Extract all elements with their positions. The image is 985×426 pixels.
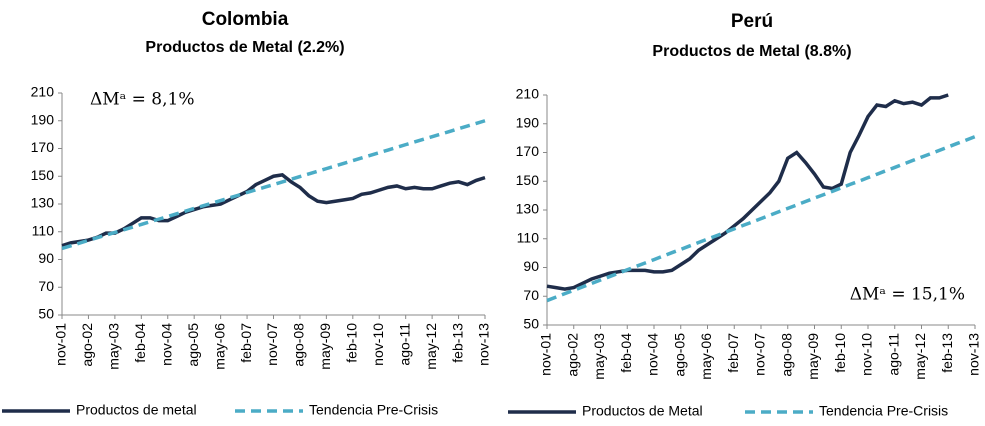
x-tick-label: may-03 <box>591 333 607 380</box>
x-tick-label: may-12 <box>423 323 439 370</box>
y-tick-label: 50 <box>38 306 54 322</box>
annotation: ΔMᵃ = 8,1% <box>90 90 194 110</box>
legend-label: Productos de metal <box>76 402 197 418</box>
legend-label: Tendencia Pre-Crisis <box>819 403 948 419</box>
y-tick-label: 210 <box>516 86 540 102</box>
x-tick-label: ago-08 <box>778 333 794 377</box>
x-tick-label: nov-10 <box>859 333 875 376</box>
chart-title: Colombia <box>202 9 289 30</box>
y-tick-label: 190 <box>516 114 540 130</box>
x-tick-label: ago-02 <box>79 323 95 367</box>
x-tick-label: may-09 <box>317 323 333 370</box>
chart-subtitle: Productos de Metal (8.8%) <box>652 43 851 60</box>
x-tick-label: nov-13 <box>476 323 492 366</box>
x-tick-label: ago-08 <box>291 323 307 367</box>
x-tick-label: ago-11 <box>885 333 901 376</box>
x-tick-label: nov-07 <box>264 323 280 366</box>
series-line <box>61 173 486 248</box>
x-tick-label: may-12 <box>912 333 928 380</box>
annotation: ΔMᵃ = 15,1% <box>850 285 965 305</box>
x-tick-label: feb-04 <box>132 323 148 363</box>
x-tick-label: nov-01 <box>53 323 69 366</box>
x-tick-label: ago-05 <box>185 323 201 367</box>
y-tick-label: 170 <box>31 139 55 155</box>
series-line <box>546 135 976 303</box>
x-tick-label: feb-13 <box>939 333 955 373</box>
x-tick-label: may-06 <box>211 323 227 370</box>
y-tick-label: 210 <box>31 84 55 100</box>
y-tick-label: 90 <box>38 250 54 266</box>
y-tick-label: 150 <box>31 167 55 183</box>
x-tick-label: may-09 <box>805 333 821 380</box>
y-tick-label: 90 <box>523 258 539 274</box>
y-tick-label: 50 <box>523 316 539 332</box>
x-tick-label: feb-10 <box>832 333 848 373</box>
x-tick-label: ago-11 <box>396 323 412 366</box>
y-tick-label: 130 <box>31 195 55 211</box>
y-tick-label: 70 <box>523 287 539 303</box>
x-tick-label: nov-10 <box>370 323 386 366</box>
legend-label: Tendencia Pre-Crisis <box>309 402 438 418</box>
x-tick-label: nov-04 <box>645 333 661 376</box>
series-line <box>61 119 486 251</box>
y-tick-label: 70 <box>38 278 54 294</box>
legend-label: Productos de Metal <box>582 403 703 419</box>
x-tick-label: ago-05 <box>671 333 687 377</box>
y-tick-label: 130 <box>516 201 540 217</box>
y-tick-label: 110 <box>32 222 55 238</box>
x-tick-label: ago-02 <box>564 333 580 377</box>
x-tick-label: feb-04 <box>618 333 634 373</box>
x-tick-label: feb-07 <box>238 323 254 363</box>
y-tick-label: 110 <box>517 229 540 245</box>
y-tick-label: 190 <box>31 111 55 127</box>
x-tick-label: may-03 <box>106 323 122 370</box>
y-tick-label: 170 <box>516 143 540 159</box>
x-tick-label: nov-13 <box>966 333 982 376</box>
x-tick-label: nov-01 <box>538 333 554 376</box>
x-tick-label: feb-13 <box>449 323 465 363</box>
x-tick-label: may-06 <box>698 333 714 380</box>
x-tick-label: nov-07 <box>752 333 768 376</box>
x-tick-label: feb-10 <box>344 323 360 363</box>
y-tick-label: 150 <box>516 172 540 188</box>
series-line <box>546 93 949 291</box>
x-tick-label: nov-04 <box>158 323 174 366</box>
chart-subtitle: Productos de Metal (2.2%) <box>145 39 344 56</box>
x-tick-label: feb-07 <box>725 333 741 373</box>
chart-title: Perú <box>731 11 773 32</box>
